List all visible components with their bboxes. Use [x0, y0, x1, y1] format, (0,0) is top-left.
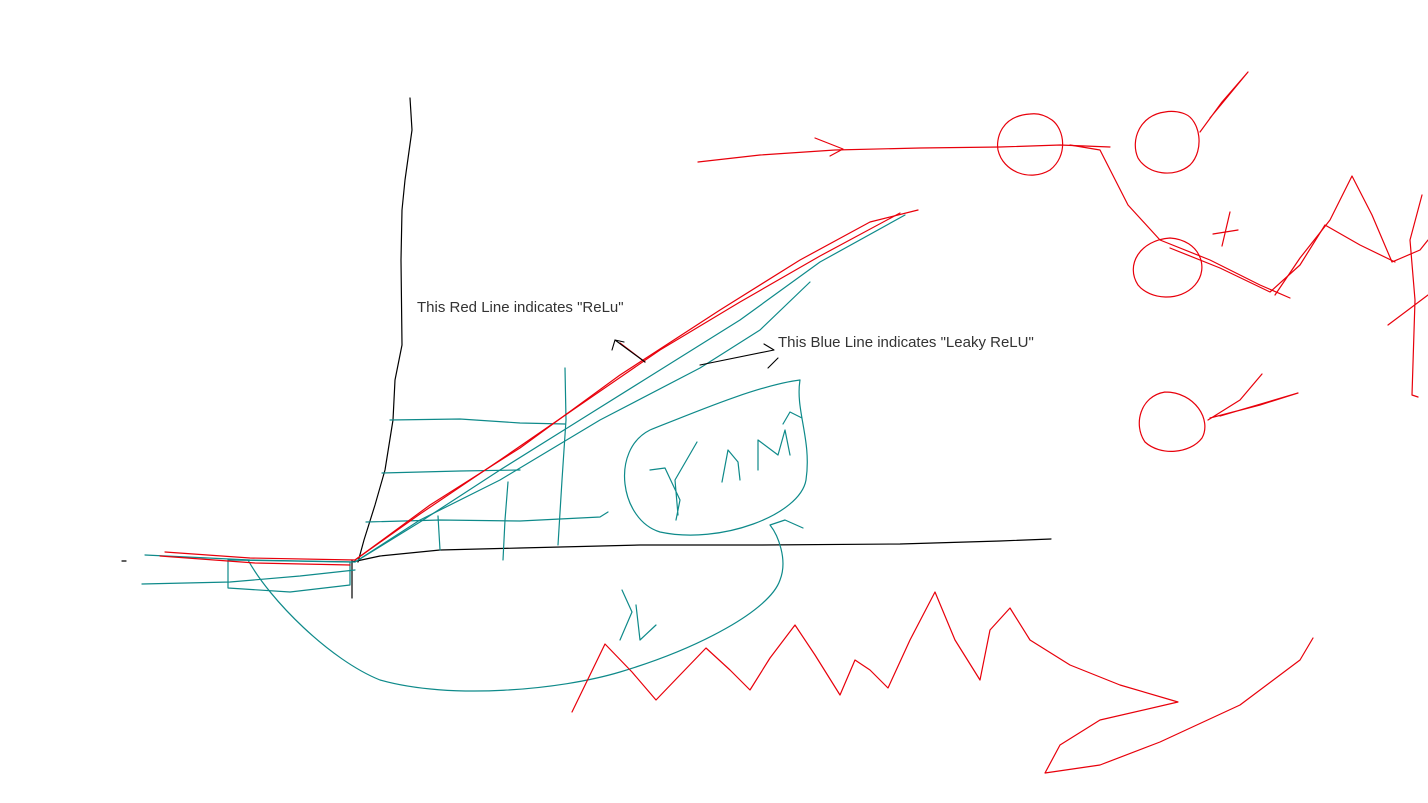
pointers	[611, 339, 779, 369]
red-zigzag-right	[1274, 175, 1428, 296]
grid-v-3	[437, 515, 441, 551]
leaky-relu-line	[144, 214, 906, 563]
teal-scribble-circle	[624, 379, 808, 536]
red-spike-1	[1199, 71, 1249, 133]
red-arrow-head	[814, 137, 844, 157]
relu-negative	[159, 555, 351, 566]
relu-annotation: This Red Line indicates "ReLu"	[417, 299, 624, 316]
relu-pointer-arrow	[611, 339, 646, 363]
red-spike-2	[1207, 373, 1299, 421]
red-cross	[1212, 211, 1239, 247]
red-zigzag-right-2	[1169, 224, 1396, 293]
red-arrow-shaft	[697, 144, 1111, 163]
red-mountains	[571, 591, 1314, 774]
grid-h-3	[365, 511, 609, 523]
red-circle-3	[1132, 237, 1203, 298]
leaky-relu-annotation: This Blue Line indicates "Leaky ReLU"	[778, 334, 1034, 351]
teal-scribble-m	[721, 411, 803, 483]
red-circle-2	[1134, 110, 1200, 174]
teal-loop-arc	[247, 519, 804, 692]
teal-scribble-y	[649, 441, 698, 521]
relu-line	[164, 212, 901, 561]
grid-h-1	[389, 418, 566, 425]
grid-v-1	[557, 367, 567, 546]
axes	[121, 97, 1052, 599]
red-right-edge	[1387, 194, 1428, 398]
y-axis	[357, 97, 413, 563]
red-diagonal	[1069, 144, 1291, 299]
leaky-relu-lines	[141, 214, 906, 692]
leaky-pointer-arrow	[699, 343, 779, 369]
relu-line-2	[354, 209, 919, 561]
leaky-box	[227, 559, 351, 593]
leaky-negative-stroke	[141, 569, 356, 585]
grid-h-2	[381, 469, 521, 474]
x-axis	[351, 538, 1052, 563]
relu-lines	[159, 71, 1428, 774]
red-circle-1	[996, 113, 1064, 176]
red-circle-4	[1138, 391, 1206, 452]
grid-v-2	[502, 481, 509, 561]
teal-small-glyph	[619, 589, 657, 641]
